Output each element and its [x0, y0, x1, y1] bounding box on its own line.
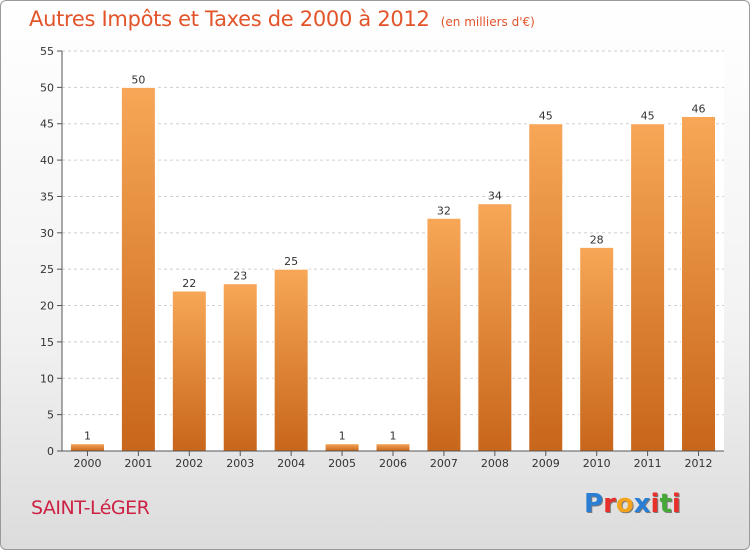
logo-letter: o — [615, 489, 634, 519]
x-tick-label: 2004 — [277, 457, 305, 470]
x-tick-label: 2006 — [379, 457, 407, 470]
y-tick-label: 10 — [40, 372, 54, 385]
logo-letter: i — [671, 489, 681, 519]
bars — [69, 86, 717, 452]
bar — [273, 268, 309, 452]
x-tick-label: 2005 — [328, 457, 356, 470]
y-tick-label: 0 — [47, 445, 54, 458]
x-tick-label: 2010 — [583, 457, 611, 470]
chart-subtitle: (en milliers d'€) — [440, 15, 535, 29]
bar-value-label: 1 — [339, 430, 346, 443]
logo-letter: r — [603, 489, 616, 519]
bar — [528, 123, 564, 452]
bar-value-label: 45 — [539, 110, 553, 123]
y-tick-label: 35 — [40, 190, 54, 203]
x-tick-label: 2003 — [226, 457, 254, 470]
bar — [477, 203, 513, 452]
x-tick-label: 2009 — [532, 457, 560, 470]
logo-letter: t — [659, 489, 672, 519]
labels: 0 5 10 15 20 25 30 35 40 45 50 55 1 2000 50 2001 22 2002 2… — [40, 45, 713, 470]
bar — [375, 443, 411, 452]
bar — [579, 246, 615, 452]
x-tick-label: 2012 — [685, 457, 713, 470]
bar — [222, 283, 258, 452]
bar — [324, 443, 360, 452]
bar — [681, 115, 717, 452]
logo-letter: P — [584, 489, 604, 519]
y-tick-label: 50 — [40, 81, 54, 94]
y-tick-label: 40 — [40, 154, 54, 167]
commune-name: SAINT-LéGER — [31, 497, 150, 519]
bar-value-label: 46 — [692, 102, 706, 115]
bar-value-label: 28 — [590, 233, 604, 246]
bar — [630, 123, 666, 452]
bar-value-label: 1 — [84, 430, 91, 443]
bar — [69, 443, 105, 452]
x-tick-label: 2000 — [73, 457, 101, 470]
bar-value-label: 34 — [488, 190, 502, 203]
x-tick-label: 2001 — [124, 457, 152, 470]
x-tick-label: 2007 — [430, 457, 458, 470]
bar-value-label: 23 — [233, 270, 247, 283]
bar — [120, 86, 156, 452]
plot-area — [62, 51, 724, 451]
bar-value-label: 45 — [641, 110, 655, 123]
logo-letter: i — [650, 489, 660, 519]
bar — [426, 217, 462, 452]
x-tick-label: 2008 — [481, 457, 509, 470]
bar — [171, 290, 207, 452]
bar-value-label: 50 — [131, 73, 145, 86]
y-tick-label: 55 — [40, 45, 54, 58]
y-tick-label: 15 — [40, 336, 54, 349]
bar-value-label: 1 — [390, 430, 397, 443]
x-tick-label: 2011 — [634, 457, 662, 470]
bar-value-label: 25 — [284, 255, 298, 268]
y-tick-label: 25 — [40, 263, 54, 276]
bar-value-label: 32 — [437, 204, 451, 217]
x-tick-label: 2002 — [175, 457, 203, 470]
logo-letter: x — [633, 489, 651, 519]
y-tick-label: 45 — [40, 118, 54, 131]
title-row: Autres Impôts et Taxes de 2000 à 2012 (e… — [29, 7, 535, 31]
y-tick-label: 20 — [40, 300, 54, 313]
axes — [61, 51, 724, 452]
bar-value-label: 22 — [182, 277, 196, 290]
chart-title: Autres Impôts et Taxes de 2000 à 2012 — [29, 7, 430, 31]
y-tick-label: 5 — [47, 409, 54, 422]
proxiti-logo: Proxiti — [584, 489, 681, 519]
y-tick-label: 30 — [40, 227, 54, 240]
